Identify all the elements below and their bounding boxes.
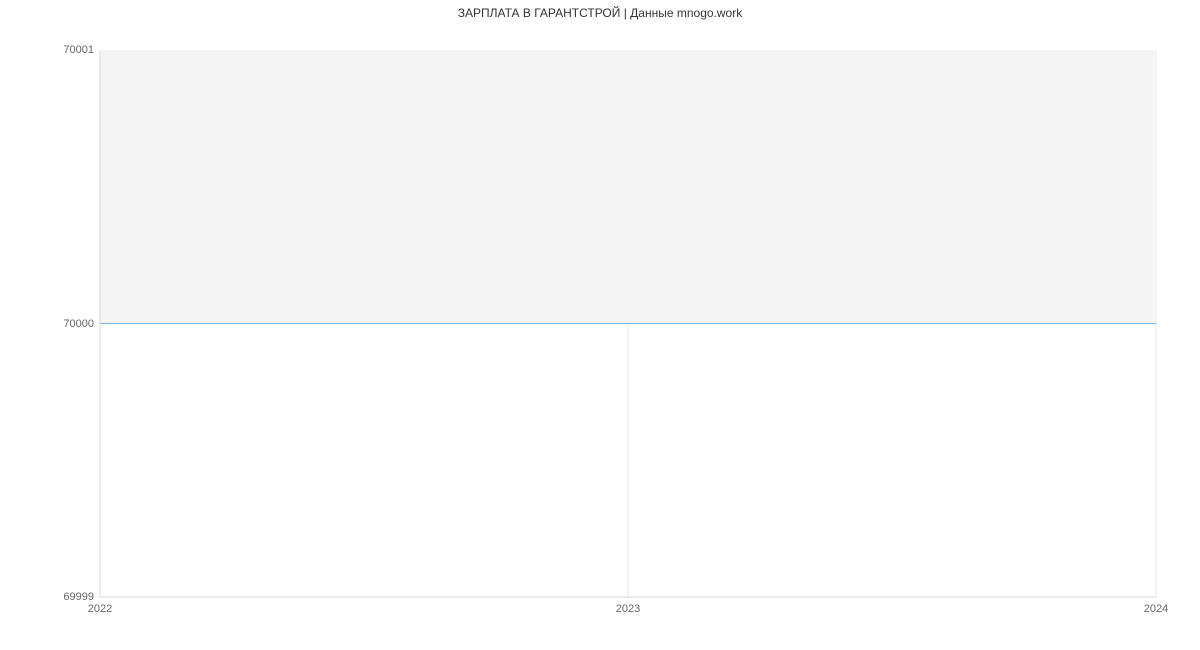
x-tick-label: 2023 (616, 603, 640, 615)
y-tick-label: 69999 (63, 591, 94, 603)
plot-area: 69999 70000 70001 2022 2023 2024 (100, 50, 1156, 597)
x-tick-label: 2022 (88, 603, 112, 615)
y-tick-label: 70000 (63, 318, 94, 330)
series-area (100, 50, 1156, 324)
x-tick-label: 2024 (1144, 603, 1168, 615)
chart-title: ЗАРПЛАТА В ГАРАНТСТРОЙ | Данные mnogo.wo… (0, 6, 1200, 20)
y-tick-label: 70001 (63, 44, 94, 56)
chart-svg (100, 50, 1156, 597)
